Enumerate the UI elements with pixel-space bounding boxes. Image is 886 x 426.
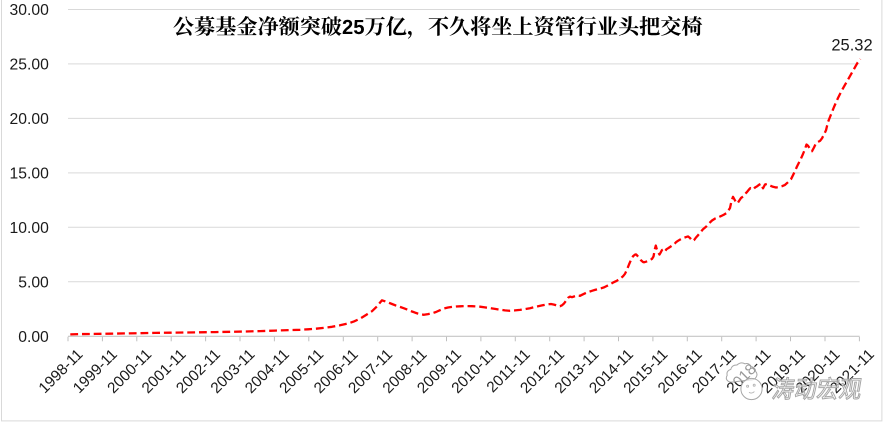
svg-text:15.00: 15.00: [10, 166, 50, 183]
svg-text:30.00: 30.00: [10, 2, 50, 19]
svg-text:25.32: 25.32: [831, 37, 872, 55]
svg-text:25.00: 25.00: [10, 57, 50, 74]
svg-text:5.00: 5.00: [18, 275, 49, 292]
svg-text:0.00: 0.00: [18, 329, 49, 346]
svg-text:20.00: 20.00: [10, 111, 50, 128]
svg-text:10.00: 10.00: [10, 220, 50, 237]
